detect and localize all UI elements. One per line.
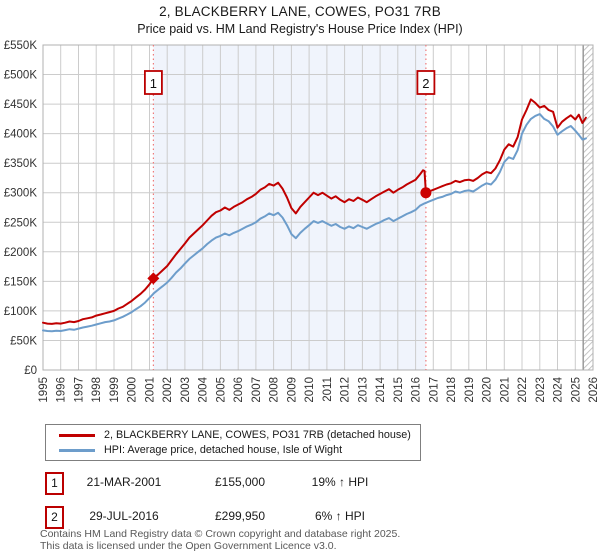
x-tick-label: 2003 bbox=[180, 377, 192, 403]
x-tick-label: 2016 bbox=[411, 377, 423, 403]
y-tick-label: £150K bbox=[4, 276, 38, 288]
x-tick-label: 2009 bbox=[286, 377, 298, 403]
x-tick-label: 2006 bbox=[233, 377, 245, 403]
x-tick-label: 2011 bbox=[322, 377, 334, 402]
transaction-1-hpi-delta: 19% ↑ HPI bbox=[311, 475, 369, 489]
x-tick-label: 2014 bbox=[375, 376, 387, 402]
between-sales-shade bbox=[153, 45, 426, 370]
x-tick-label: 2000 bbox=[127, 377, 139, 403]
y-tick-label: £500K bbox=[4, 70, 38, 82]
legend-label-hpi: HPI: Average price, detached house, Isle… bbox=[104, 444, 343, 456]
y-tick-label: £0 bbox=[24, 365, 37, 377]
y-tick-label: £450K bbox=[4, 99, 38, 111]
license-footer: Contains HM Land Registry data © Crown c… bbox=[40, 528, 401, 552]
x-tick-label: 1997 bbox=[74, 377, 86, 403]
transaction-row-2: 2 29-JUL-2016 £299,950 6% ↑ HPI bbox=[0, 506, 600, 529]
x-tick-label: 2010 bbox=[304, 377, 316, 403]
legend-item-hpi: HPI: Average price, detached house, Isle… bbox=[46, 444, 420, 456]
y-tick-label: £400K bbox=[4, 129, 38, 141]
x-tick-label: 2022 bbox=[517, 377, 529, 403]
sale-label-box-2 bbox=[416, 70, 436, 95]
x-tick-label: 2017 bbox=[428, 377, 440, 403]
hpi-average-line bbox=[42, 113, 587, 333]
x-tick-label: 2018 bbox=[446, 377, 458, 403]
transaction-row-1: 1 21-MAR-2001 £155,000 19% ↑ HPI bbox=[0, 472, 600, 495]
y-tick-label: £250K bbox=[4, 217, 38, 229]
page-title: 2, BLACKBERRY LANE, COWES, PO31 7RB bbox=[159, 4, 441, 19]
transaction-2-number-badge: 2 bbox=[45, 506, 64, 529]
price-chart-svg: 1 2 £0 £50K £100K £150K £200K £250K £300K £350K £4… bbox=[4, 40, 600, 403]
x-tick-label: 2012 bbox=[340, 377, 352, 403]
transaction-1-date: 21-MAR-2001 bbox=[86, 475, 162, 489]
x-tick-label: 1995 bbox=[38, 377, 50, 403]
x-tick-label: 2007 bbox=[251, 377, 263, 403]
y-tick-label: £350K bbox=[4, 158, 38, 170]
x-tick-label: 2026 bbox=[588, 377, 600, 403]
license-footer-line1: Contains HM Land Registry data © Crown c… bbox=[40, 528, 401, 540]
transaction-1-number-badge: 1 bbox=[45, 472, 64, 495]
sale-label-box-1 bbox=[143, 70, 163, 95]
x-tick-label: 2005 bbox=[215, 377, 227, 403]
x-tick-label: 2002 bbox=[162, 377, 174, 403]
x-tick-label: 2019 bbox=[464, 377, 476, 403]
page-subtitle: Price paid vs. HM Land Registry's House … bbox=[137, 22, 463, 36]
price-chart-canvas: 1 2 £0 £50K £100K £150K £200K £250K £300K £350K £4… bbox=[4, 40, 600, 403]
x-tick-label: 2025 bbox=[570, 377, 582, 403]
plot-border bbox=[42, 44, 594, 371]
sale-marker-1 bbox=[147, 272, 160, 285]
x-tick-label: 1998 bbox=[91, 377, 103, 403]
x-tick-label: 2023 bbox=[535, 377, 547, 403]
sale-label-text-2: 2 bbox=[422, 76, 429, 91]
x-tick-label: 2004 bbox=[198, 376, 210, 402]
x-tick-label: 2008 bbox=[269, 377, 281, 403]
sale-label-text-1: 1 bbox=[150, 76, 157, 91]
x-tick-label: 2015 bbox=[393, 377, 405, 403]
hpi-line-swatch-icon bbox=[59, 448, 95, 452]
y-tick-label: £50K bbox=[10, 336, 37, 348]
y-tick-label: £100K bbox=[4, 306, 38, 318]
x-tick-label: 2013 bbox=[357, 377, 369, 403]
price-paid-indexed-line bbox=[42, 98, 587, 325]
transaction-2-hpi-delta: 6% ↑ HPI bbox=[314, 509, 365, 523]
sale-marker-2 bbox=[420, 187, 432, 199]
legend-item-price: 2, BLACKBERRY LANE, COWES, PO31 7RB (det… bbox=[46, 429, 420, 441]
legend-label-price: 2, BLACKBERRY LANE, COWES, PO31 7RB (det… bbox=[104, 429, 411, 441]
license-footer-line2: This data is licensed under the Open Gov… bbox=[40, 539, 337, 552]
x-tick-label: 2020 bbox=[482, 377, 494, 403]
y-tick-label: £550K bbox=[4, 40, 38, 52]
y-tick-label: £300K bbox=[4, 188, 38, 200]
x-tick-label: 2024 bbox=[553, 376, 565, 402]
price-line-swatch-icon bbox=[59, 433, 95, 437]
future-hatch bbox=[582, 44, 594, 371]
x-tick-label: 1999 bbox=[109, 377, 121, 403]
x-tick-label: 2001 bbox=[145, 377, 157, 403]
transaction-2-price: £299,950 bbox=[214, 509, 266, 523]
x-tick-label: 1996 bbox=[56, 377, 68, 403]
transaction-1-price: £155,000 bbox=[214, 475, 266, 489]
y-tick-label: £200K bbox=[4, 247, 38, 259]
x-tick-label: 2021 bbox=[499, 377, 511, 403]
transaction-2-date: 29-JUL-2016 bbox=[89, 509, 159, 523]
legend: 2, BLACKBERRY LANE, COWES, PO31 7RB (det… bbox=[45, 424, 421, 461]
